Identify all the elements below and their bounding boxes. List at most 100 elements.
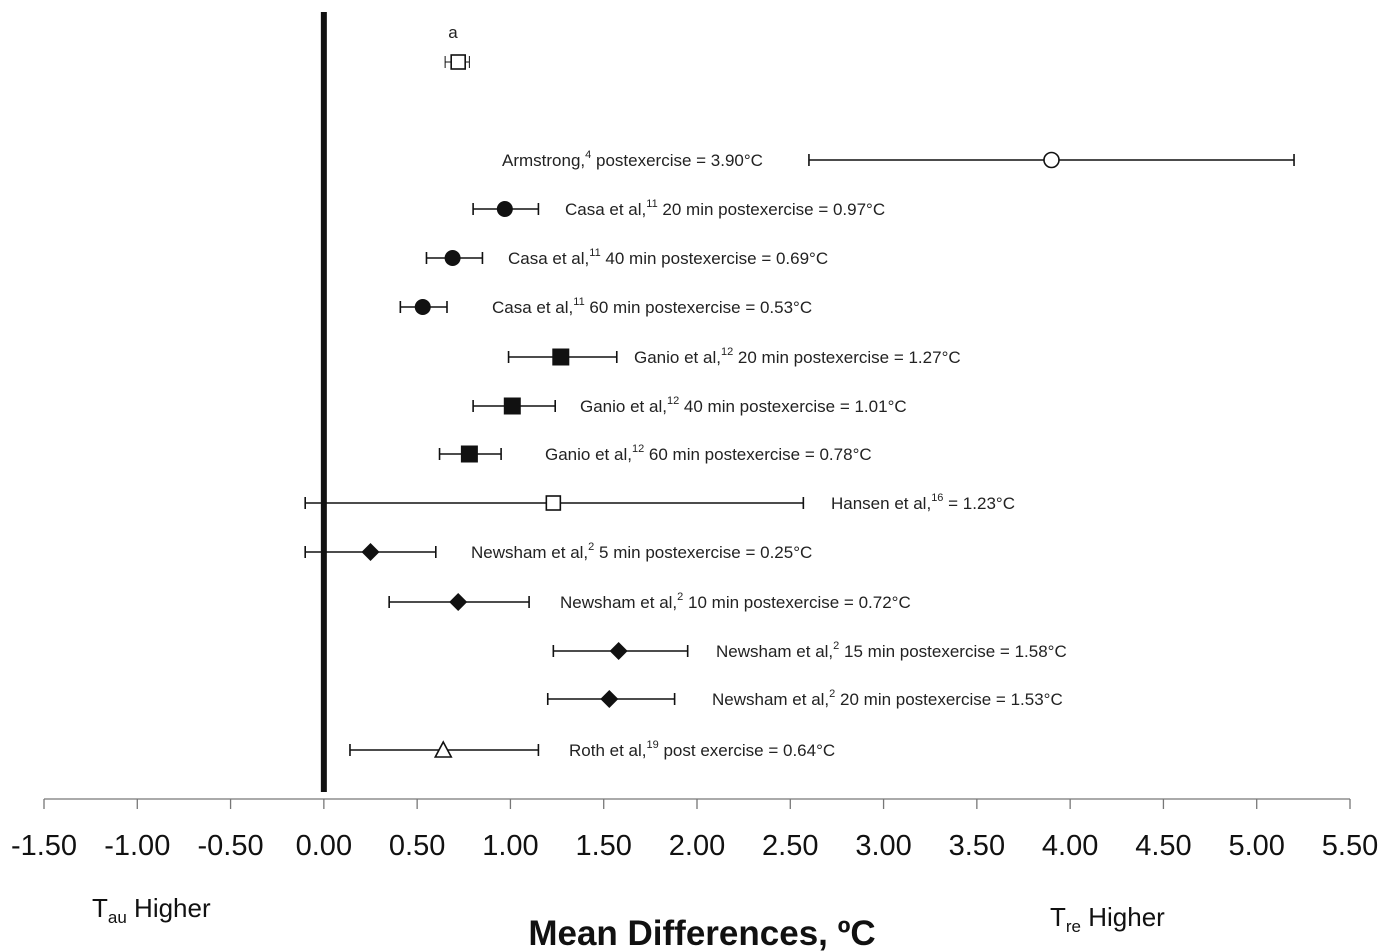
study-label-reference: 16 <box>931 492 943 504</box>
filled-circle-marker <box>496 201 513 217</box>
x-tick-label: 1.50 <box>575 830 631 862</box>
study-label-value: 60 min postexercise = 0.78°C <box>644 445 871 464</box>
study-row: Casa et al,11 60 min postexercise = 0.53… <box>399 296 812 317</box>
study-label-value: post exercise = 0.64°C <box>659 741 835 760</box>
study-label: Newsham et al,2 15 min postexercise = 1.… <box>716 640 1067 661</box>
right-direction-label: Tre Higher <box>1050 902 1165 936</box>
x-tick-label: -1.50 <box>11 830 77 862</box>
study-label-author: Ganio et al, <box>580 397 667 416</box>
study-label-value: postexercise = 3.90°C <box>591 151 763 170</box>
x-axis-title: Mean Differences, ºC <box>528 914 875 952</box>
study-label: Armstrong,4 postexercise = 3.90°C <box>502 149 763 170</box>
x-tick-label: 0.50 <box>389 830 445 862</box>
study-label-value: 60 min postexercise = 0.53°C <box>585 298 812 317</box>
study-row: Casa et al,11 20 min postexercise = 0.97… <box>472 198 885 219</box>
study-row: Ganio et al,12 60 min postexercise = 0.7… <box>438 443 872 464</box>
direction-label-text: Higher <box>1081 902 1165 932</box>
study-label-value: 40 min postexercise = 0.69°C <box>601 249 828 268</box>
study-label-value: 20 min postexercise = 1.27°C <box>733 348 960 367</box>
filled-diamond-marker <box>361 543 380 561</box>
study-label-value: 20 min postexercise = 1.53°C <box>835 690 1062 709</box>
study-row: Newsham et al,2 5 min postexercise = 0.2… <box>304 541 812 562</box>
filled-diamond-marker <box>449 593 468 611</box>
left-direction-label: Tau Higher <box>92 893 211 927</box>
x-tick-label: -0.50 <box>198 830 264 862</box>
x-tick-label: 4.00 <box>1042 830 1098 862</box>
x-tick-label: -1.00 <box>104 830 170 862</box>
direction-label-subscript: re <box>1066 917 1081 936</box>
direction-label-text: Higher <box>127 893 211 923</box>
study-label-reference: 11 <box>573 296 584 308</box>
study-row: Newsham et al,2 10 min postexercise = 0.… <box>388 591 911 612</box>
study-label-value: = 1.23°C <box>943 494 1015 513</box>
study-label-author: Casa et al, <box>508 249 589 268</box>
study-label-reference: 2 <box>829 688 835 700</box>
study-label-reference: 2 <box>833 640 839 652</box>
study-label: Casa et al,11 40 min postexercise = 0.69… <box>508 247 828 268</box>
study-label-reference: 4 <box>585 149 591 161</box>
filled-circle-marker <box>444 250 461 266</box>
open-square-marker <box>450 54 466 70</box>
filled-square-marker <box>460 445 478 463</box>
study-label-author: Newsham et al, <box>712 690 829 709</box>
study-label-author: Roth et al, <box>569 741 647 760</box>
x-tick-label: 2.00 <box>669 830 725 862</box>
filled-circle-marker <box>414 299 431 315</box>
pooled-estimate: a <box>444 23 470 70</box>
x-tick-label: 4.50 <box>1135 830 1191 862</box>
study-label-reference: 12 <box>721 346 733 358</box>
study-label-reference: 12 <box>632 443 644 455</box>
study-row: Newsham et al,2 20 min postexercise = 1.… <box>546 688 1063 709</box>
study-label-reference: 2 <box>588 541 594 553</box>
study-label: Newsham et al,2 10 min postexercise = 0.… <box>560 591 911 612</box>
study-label-author: Casa et al, <box>492 298 573 317</box>
pooled-label: a <box>448 23 458 42</box>
x-tick-label: 5.00 <box>1228 830 1284 862</box>
x-tick-label: 3.00 <box>855 830 911 862</box>
x-tick-label: 2.50 <box>762 830 818 862</box>
study-label-author: Newsham et al, <box>560 593 677 612</box>
filled-square-marker <box>552 348 570 366</box>
study-row: Ganio et al,12 40 min postexercise = 1.0… <box>472 395 907 416</box>
study-label: Newsham et al,2 20 min postexercise = 1.… <box>712 688 1063 709</box>
study-label-reference: 2 <box>677 591 683 603</box>
study-label-reference: 19 <box>647 739 659 751</box>
filled-diamond-marker <box>600 690 619 708</box>
x-tick-label: 1.00 <box>482 830 538 862</box>
study-label-author: Newsham et al, <box>716 642 833 661</box>
filled-diamond-marker <box>609 642 628 660</box>
study-row: Armstrong,4 postexercise = 3.90°C <box>502 149 1295 170</box>
study-rows: Armstrong,4 postexercise = 3.90°C Casa et… <box>304 149 1295 760</box>
direction-label-symbol: T <box>1050 902 1066 932</box>
study-label: Newsham et al,2 5 min postexercise = 0.2… <box>471 541 812 562</box>
study-label-author: Ganio et al, <box>545 445 632 464</box>
study-label: Hansen et al,16 = 1.23°C <box>831 492 1015 513</box>
study-row: Casa et al,11 40 min postexercise = 0.69… <box>425 247 828 268</box>
study-label-reference: 12 <box>667 395 679 407</box>
study-label-value: 15 min postexercise = 1.58°C <box>839 642 1066 661</box>
study-row: Newsham et al,2 15 min postexercise = 1.… <box>552 640 1067 661</box>
study-label: Casa et al,11 60 min postexercise = 0.53… <box>492 296 812 317</box>
study-label-author: Newsham et al, <box>471 543 588 562</box>
study-label-reference: 11 <box>646 198 657 210</box>
x-tick-label: 3.50 <box>949 830 1005 862</box>
study-label: Ganio et al,12 20 min postexercise = 1.2… <box>634 346 961 367</box>
study-label-author: Armstrong, <box>502 151 585 170</box>
study-label-author: Hansen et al, <box>831 494 931 513</box>
direction-label-subscript: au <box>108 908 127 927</box>
study-label-value: 40 min postexercise = 1.01°C <box>679 397 906 416</box>
direction-label-symbol: T <box>92 893 108 923</box>
study-label: Roth et al,19 post exercise = 0.64°C <box>569 739 835 760</box>
open-square-marker <box>545 495 562 511</box>
x-tick-label: 0.00 <box>296 830 352 862</box>
open-circle-marker <box>1043 151 1060 169</box>
study-label-value: 20 min postexercise = 0.97°C <box>658 200 885 219</box>
x-axis: -1.50 -1.00 -0.50 0.00 0.50 1.00 1.50 2.00 2.50 3… <box>11 798 1378 862</box>
study-label: Ganio et al,12 40 min postexercise = 1.0… <box>580 395 907 416</box>
study-row: Hansen et al,16 = 1.23°C <box>304 492 1015 513</box>
study-row: Roth et al,19 post exercise = 0.64°C <box>349 739 835 760</box>
filled-square-marker <box>503 397 521 415</box>
study-label: Ganio et al,12 60 min postexercise = 0.7… <box>545 443 872 464</box>
x-tick-label: 5.50 <box>1322 830 1378 862</box>
